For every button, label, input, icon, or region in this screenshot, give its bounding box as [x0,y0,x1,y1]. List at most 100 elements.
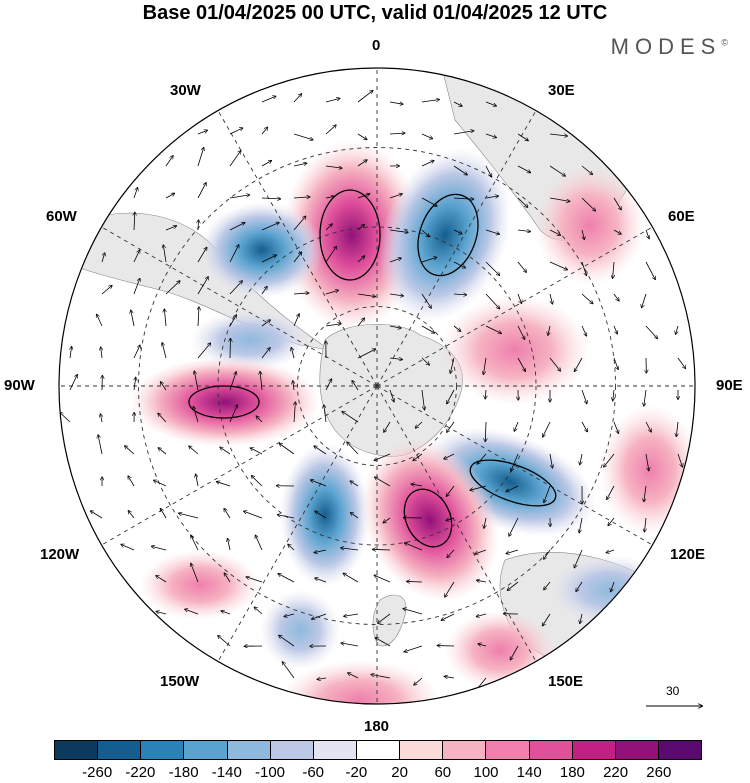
wind-arrow [160,509,167,519]
wind-arrow [485,165,491,177]
colorbar-swatch [55,741,99,759]
wind-arrow [128,511,135,519]
wind-arrow [91,511,103,519]
wind-arrow [676,421,678,436]
wind-arrow [284,613,295,616]
wind-arrow [261,223,279,231]
colorbar-swatch [400,741,444,759]
wind-arrow [607,485,615,499]
wind-arrow [189,446,199,455]
wind-arrow [613,293,619,301]
wind-arrow [229,245,239,263]
colorbar-swatch [615,741,659,759]
wind-arrow [191,564,199,583]
wind-arrow [411,484,423,486]
wind-arrow [447,389,455,404]
wind-arrow [197,248,207,263]
wind-arrow [357,160,367,167]
wind-arrow [344,613,359,616]
wind-arrow [325,247,336,263]
wind-arrow [477,613,487,617]
wind-arrow [261,320,270,327]
wind-arrow [254,607,263,615]
colorbar-swatch [529,741,573,759]
wind-arrow [261,127,267,135]
colorbar-swatch [98,741,142,759]
wind-arrow [98,435,103,455]
wind-arrow [645,229,649,238]
wind-arrow [293,197,310,198]
wind-arrow [198,220,199,231]
wind-arrow [279,635,295,647]
wind-arrow [453,294,466,295]
wind-arrow [165,226,176,231]
wind-arrow [228,539,231,551]
wind-arrow [613,197,621,210]
wind-arrow [581,421,587,432]
wind-arrow [255,535,263,551]
contour-110E [469,459,557,507]
wind-arrow [194,371,199,391]
contour-90W [188,385,260,419]
wind-arrow [677,357,685,368]
meridian-line [217,385,378,662]
wind-arrow [278,515,295,519]
wind-arrow [261,96,276,103]
wind-arrow [196,474,199,487]
wind-arrow [357,349,375,359]
lon-label-60e: 60E [668,208,695,225]
wind-arrow [645,325,657,338]
wind-arrow [421,325,434,333]
wind-arrow [293,133,313,140]
colorbar-tick-label: 100 [473,764,499,781]
wind-arrow [446,485,455,496]
wind-arrow [517,357,525,371]
wind-arrow [389,389,394,402]
meridian-line [101,385,378,546]
wind-arrow [644,517,646,532]
wind-arrow [293,381,294,391]
contour-30E [417,193,479,277]
lon-label-180: 180 [364,718,390,735]
wind-arrow [251,448,263,455]
wind-arrow [351,513,359,519]
wind-arrow [581,197,595,211]
wind-arrow [389,229,408,232]
wind-arrow [261,161,271,167]
colorbar-tick-label: -60 [302,764,325,781]
wind-arrow [389,194,402,199]
wind-arrow [101,286,112,295]
wind-arrow [511,453,519,471]
wind-arrow [179,513,199,519]
wind-arrow [97,315,103,327]
wind-arrow [581,261,586,275]
wind-arrow [509,517,519,536]
wind-arrow [282,662,295,679]
wind-arrow [350,481,359,487]
lon-label-0: 0 [372,37,381,54]
latitude-circle [297,306,457,466]
wind-arrow [314,549,327,553]
wind-arrow [325,98,340,103]
wind-arrow [293,314,299,327]
positive-anomaly-160E [361,438,499,602]
wind-arrow [441,613,455,620]
wind-arrow [453,325,461,331]
wind-arrow [165,281,180,295]
wind-arrow [357,225,364,231]
wind-arrow [325,196,334,198]
wind-arrow [574,549,583,567]
wind-arrow [421,257,436,263]
wind-arrow [325,165,342,168]
colorbar-tick-label: 220 [603,764,629,781]
wind-arrow [229,281,242,295]
wind-arrow [156,611,167,615]
graticule [59,68,695,704]
wind-arrow [193,407,199,423]
colorbar-tick-label: 60 [434,764,452,781]
wind-arrow [357,91,373,103]
wind-arrow [485,421,486,441]
wind-arrow [165,193,174,199]
lon-label-30e: 30E [548,82,575,99]
wind-arrow [198,307,199,327]
